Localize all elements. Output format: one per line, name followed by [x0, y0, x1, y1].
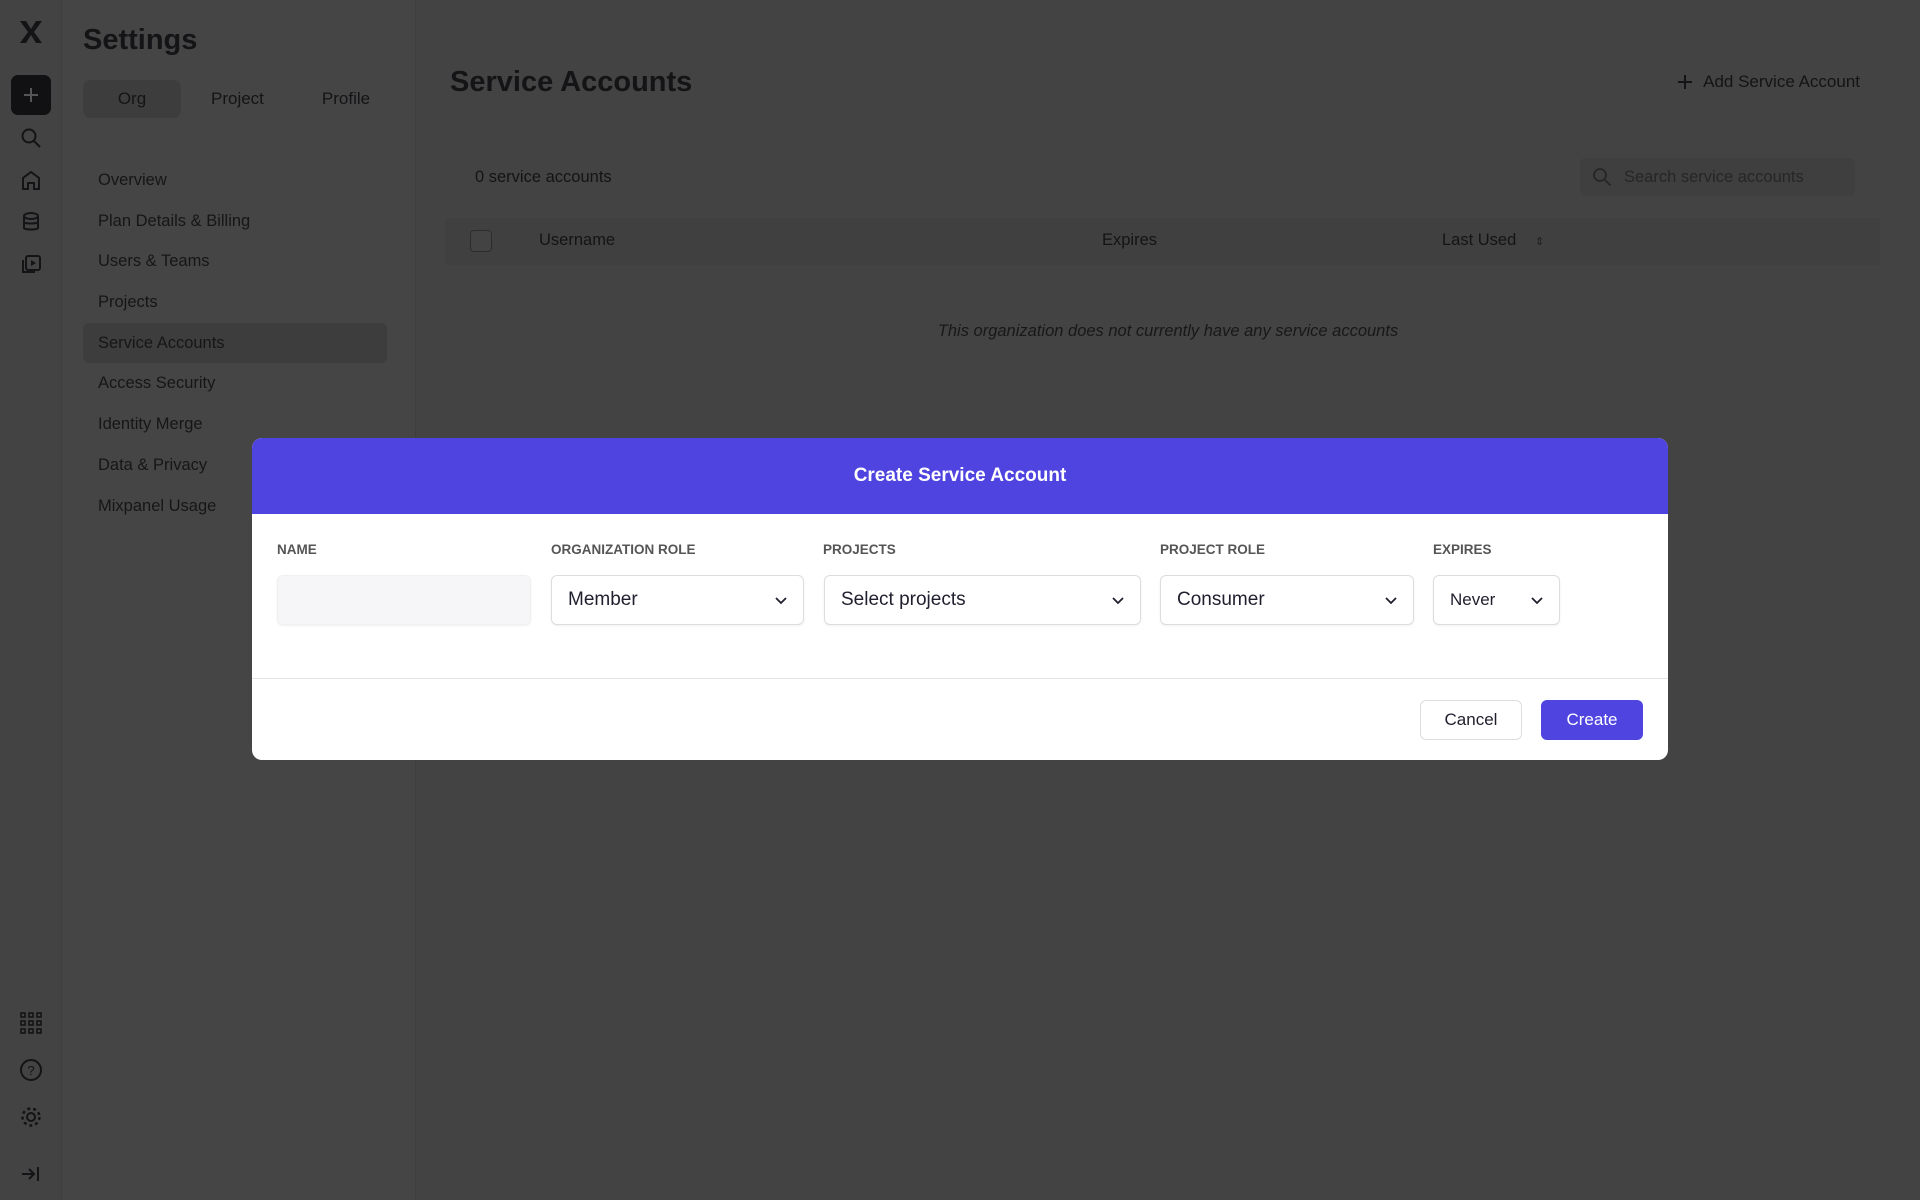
create-service-account-modal: Create Service Account NAME ORGANIZATION… [252, 438, 1668, 760]
main-content: Service Accounts Add Service Account 0 s… [416, 0, 1920, 1200]
search-icon [1593, 168, 1612, 187]
nav-item-access-security[interactable]: Access Security [98, 374, 216, 393]
gear-icon[interactable] [15, 1101, 47, 1133]
chevron-down-icon [1531, 590, 1543, 610]
nav-item-mixpanel-usage[interactable]: Mixpanel Usage [98, 496, 217, 515]
chevron-down-icon [1385, 589, 1397, 611]
org-role-select[interactable]: Member [551, 575, 804, 625]
nav-item-projects[interactable]: Projects [98, 293, 158, 312]
org-role-value: Member [568, 589, 638, 610]
cancel-button[interactable]: Cancel [1420, 700, 1522, 740]
tab-org[interactable]: Org [83, 80, 181, 118]
home-icon[interactable] [15, 164, 47, 196]
table-header: Username Expires Last Used ⇕ [445, 218, 1880, 265]
nav-item-overview[interactable]: Overview [98, 171, 167, 189]
projects-label: PROJECTS [823, 542, 896, 557]
plus-icon [1678, 75, 1693, 89]
column-username[interactable]: Username [539, 231, 616, 249]
expires-label: EXPIRES [1433, 542, 1492, 557]
media-icon[interactable] [15, 248, 47, 280]
help-icon[interactable]: ? [15, 1054, 47, 1086]
select-all-checkbox[interactable] [470, 230, 492, 252]
service-account-count: 0 service accounts [475, 168, 612, 186]
database-icon[interactable] [15, 206, 47, 238]
project-role-value: Consumer [1177, 589, 1265, 610]
column-last-used[interactable]: Last Used [1442, 231, 1517, 249]
project-role-select[interactable]: Consumer [1160, 575, 1414, 625]
modal-divider [252, 678, 1668, 679]
sort-icon[interactable]: ⇕ [1535, 236, 1545, 248]
add-service-account-button[interactable]: Add Service Account [1677, 72, 1860, 92]
svg-text:?: ? [27, 1063, 34, 1078]
expires-select[interactable]: Never [1433, 575, 1560, 625]
chevron-down-icon [775, 589, 787, 611]
project-role-label: PROJECT ROLE [1160, 542, 1266, 557]
search-placeholder: Search service accounts [1624, 167, 1804, 186]
tab-project[interactable]: Project [211, 89, 264, 108]
expires-value: Never [1450, 590, 1496, 609]
add-service-account-label: Add Service Account [1703, 72, 1860, 91]
page-title: Service Accounts [450, 66, 693, 98]
projects-select[interactable]: Select projects [824, 575, 1141, 625]
expand-icon[interactable] [15, 1158, 47, 1190]
tab-profile[interactable]: Profile [321, 89, 371, 108]
nav-item-identity-merge[interactable]: Identity Merge [98, 415, 203, 434]
create-button[interactable]: Create [1541, 700, 1643, 740]
name-label: NAME [277, 542, 317, 557]
logo-icon[interactable] [15, 16, 47, 48]
plus-icon[interactable] [11, 75, 51, 115]
search-input[interactable]: Search service accounts [1580, 158, 1855, 196]
settings-tabs: Org Project Profile [83, 80, 400, 118]
name-input[interactable] [277, 575, 531, 625]
search-icon[interactable] [15, 122, 47, 154]
empty-state: This organization does not currently hav… [937, 322, 1399, 340]
nav-item-plan-billing[interactable]: Plan Details & Billing [98, 211, 251, 230]
projects-value: Select projects [841, 589, 966, 610]
nav-item-users-teams[interactable]: Users & Teams [98, 252, 210, 271]
modal-title: Create Service Account [252, 438, 1668, 514]
icon-rail: ? [0, 0, 62, 1200]
chevron-down-icon [1112, 589, 1124, 611]
nav-item-data-privacy[interactable]: Data & Privacy [98, 455, 208, 474]
settings-nav: Overview Plan Details & Billing Users & … [83, 160, 387, 526]
nav-item-service-accounts[interactable]: Service Accounts [83, 322, 387, 364]
apps-grid-icon[interactable] [15, 1007, 47, 1039]
settings-title: Settings [83, 24, 198, 56]
org-role-label: ORGANIZATION ROLE [551, 542, 696, 557]
column-expires[interactable]: Expires [1102, 231, 1158, 249]
